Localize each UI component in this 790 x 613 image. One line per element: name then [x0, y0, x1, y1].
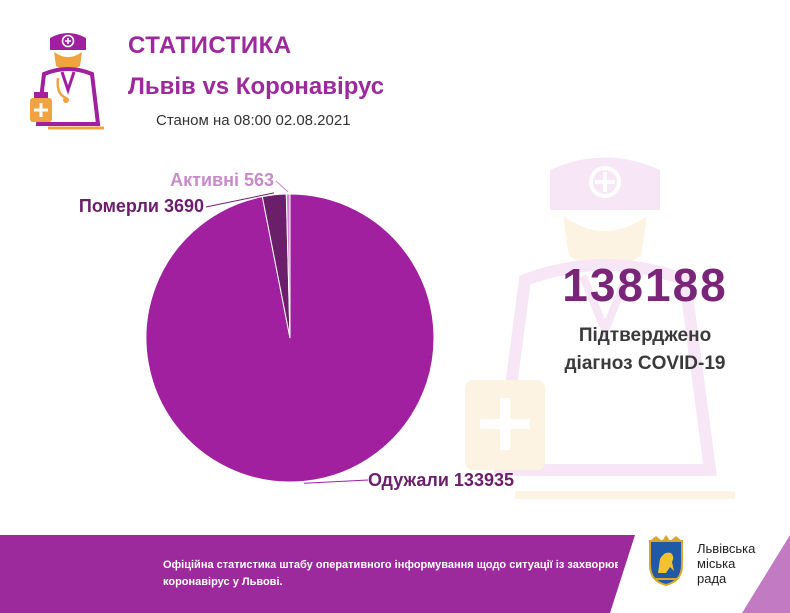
city-name-line3: рада	[697, 571, 727, 586]
doctor-watermark-icon	[465, 157, 735, 499]
confirmed-label-line2: діагноз COVID-19	[564, 353, 726, 374]
page-title: СТАТИСТИКА	[128, 32, 292, 59]
pie-leader-active	[275, 180, 289, 193]
confirmed-label: Підтверджено діагноз COVID-19	[540, 322, 750, 378]
page-subtitle: Львів vs Коронавірус	[128, 73, 385, 100]
pie-slice-active	[285, 193, 291, 339]
footer-text-line2: коронавірус у Львові.	[163, 576, 283, 588]
pie-leader-died	[205, 192, 275, 208]
footer-text: Офіційна статистика штабу оперативного і…	[163, 557, 618, 593]
pie-label-recovered: Одужали 133935	[368, 470, 514, 490]
confirmed-total: 138188	[562, 259, 728, 311]
footer-text-line1: Офіційна статистика штабу оперативного і…	[163, 559, 618, 571]
city-name-line1: Львівська	[697, 541, 756, 556]
city-council-logo-text: Львівська міська рада	[697, 541, 767, 586]
lion-crest-icon	[649, 535, 683, 587]
confirmed-label-line1: Підтверджено	[578, 325, 712, 346]
pie-chart: Одужали 133935 Померли 3690 Активні 563	[79, 170, 514, 490]
pie-label-died: Померли 3690	[79, 196, 204, 216]
pie-leader-recovered	[304, 479, 369, 484]
date-stamp: Станом на 08:00 02.08.2021	[156, 112, 351, 129]
city-name-line2: міська	[697, 556, 736, 571]
pie-label-active: Активні 563	[170, 170, 274, 190]
footer-bar: Офіційна статистика штабу оперативного і…	[0, 535, 790, 613]
doctor-icon	[30, 33, 104, 130]
